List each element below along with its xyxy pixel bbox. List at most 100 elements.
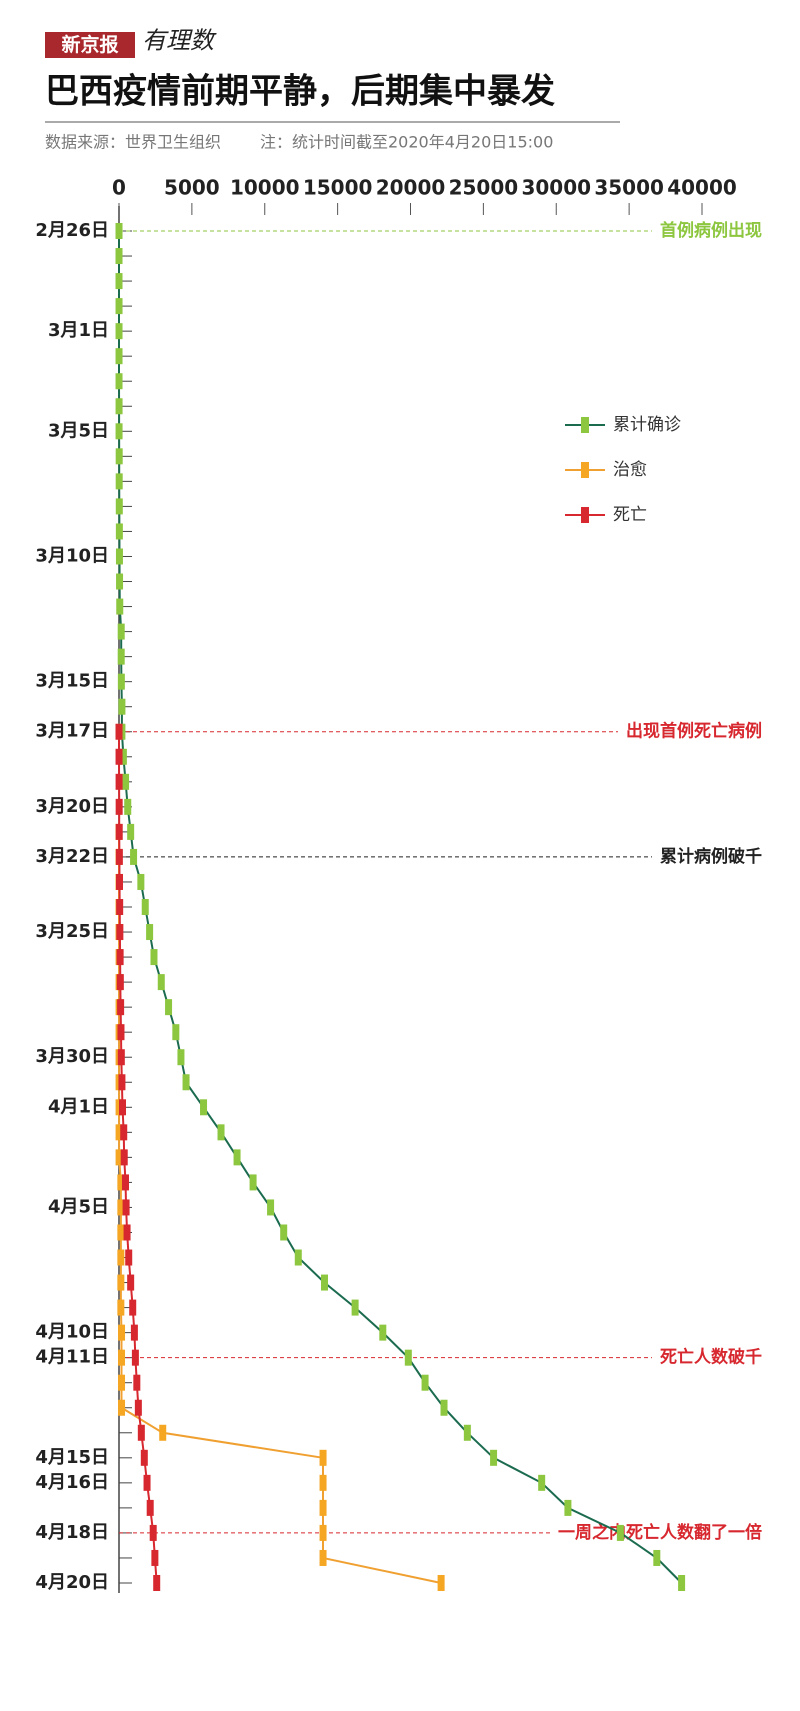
point [115,823,123,840]
y-tick-label: 4月11日 [35,1347,109,1368]
point [115,523,123,540]
series-line [118,831,442,1584]
point [146,924,154,941]
y-tick-label: 4月16日 [35,1472,109,1493]
point [117,648,125,665]
legend-marker [581,462,589,478]
y-tick-label: 3月25日 [35,921,109,942]
point [115,273,123,290]
point [177,1049,185,1066]
point [124,798,132,815]
point [115,448,123,465]
y-tick-label: 3月10日 [35,545,109,566]
point [440,1399,448,1416]
y-tick-label: 3月30日 [35,1046,109,1067]
point [117,1174,125,1191]
legend-label: 治愈 [613,460,647,480]
point [115,323,123,340]
point [120,1149,128,1166]
note: 注：统计时间截至2020年4月20日15:00 [260,133,553,152]
point [137,873,145,890]
point [267,1199,275,1216]
point [319,1499,327,1516]
point [115,373,123,390]
point [118,1324,126,1341]
point [115,348,123,365]
point [118,1374,126,1391]
point [421,1374,429,1391]
point [117,1199,125,1216]
point [118,698,126,715]
point [117,1224,125,1241]
point [127,1274,135,1291]
point [319,1474,327,1491]
point [116,949,124,966]
point [115,223,123,239]
x-tick-label: 30000 [521,176,591,200]
y-tick-label: 3月20日 [35,796,109,817]
point [118,1074,126,1091]
point [116,924,124,941]
point [117,1024,125,1041]
point [217,1124,225,1141]
point [115,548,123,565]
point [134,1399,142,1416]
source: 数据来源：世界卫生组织 [45,133,221,152]
y-tick-label: 3月22日 [35,846,109,867]
series-line [118,231,683,1584]
point [165,999,173,1016]
annotation: 累计病例破千 [660,846,762,867]
point [564,1499,572,1516]
point [143,1474,151,1491]
point [319,1549,327,1566]
point [117,673,125,690]
point [182,1074,190,1091]
x-tick-label: 20000 [376,176,446,200]
annotation: 一周之内死亡人数翻了一倍 [558,1522,762,1543]
point [146,1499,154,1516]
legend-label: 累计确诊 [613,415,681,435]
point [116,899,124,915]
point [127,823,135,840]
brand-box [45,32,135,58]
chart-title: 巴西疫情前期平静，后期集中暴发 [45,72,555,112]
point [490,1449,498,1466]
point [115,1124,123,1141]
point [137,1424,145,1441]
point [115,298,123,315]
legend-marker [581,507,589,523]
point [130,848,138,865]
x-tick-label: 35000 [594,176,664,200]
point [463,1424,471,1441]
point [319,1524,327,1541]
y-tick-label: 4月10日 [35,1322,109,1343]
x-tick-label: 15000 [303,176,373,200]
point [121,1174,129,1191]
point [140,1449,148,1466]
point [130,1324,138,1341]
x-tick-label: 10000 [230,176,300,200]
x-tick-label: 25000 [449,176,519,200]
point [115,248,123,265]
point [151,1549,159,1566]
point [319,1449,327,1466]
point [150,949,158,966]
point [122,1199,130,1216]
point [117,1249,125,1266]
point [117,623,125,640]
annotation: 出现首例死亡病例 [626,721,762,742]
legend-marker [581,417,589,433]
y-tick-label: 4月20日 [35,1572,109,1593]
point [118,1399,126,1416]
point [115,723,123,740]
x-tick-label: 0 [112,176,126,200]
point [120,1124,128,1141]
annotation: 首例病例出现 [660,220,762,241]
point [123,1224,131,1241]
y-tick-label: 3月17日 [35,721,109,742]
y-tick-label: 3月15日 [35,671,109,692]
point [653,1549,661,1566]
y-tick-label: 3月5日 [48,420,109,441]
